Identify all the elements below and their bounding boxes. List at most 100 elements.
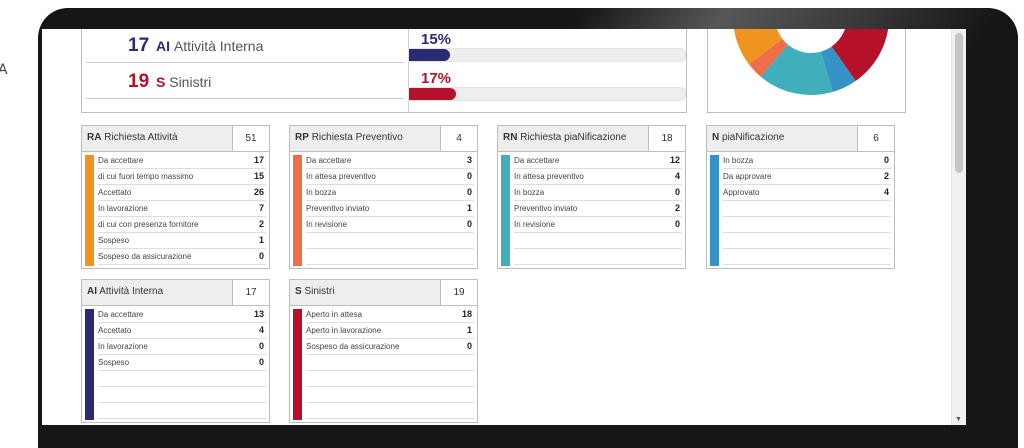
summary-label: AI Attività Interna — [156, 38, 263, 54]
status-label: Aperto in lavorazione — [306, 326, 382, 335]
panel-header[interactable]: S Sinistri 19 — [290, 280, 477, 306]
status-row[interactable] — [98, 403, 266, 419]
status-row[interactable] — [306, 249, 474, 265]
status-row[interactable]: Da accettare 13 — [98, 307, 266, 323]
status-count: 3 — [466, 155, 472, 165]
status-label: Da approvare — [723, 172, 772, 181]
status-row[interactable]: Sospeso 0 — [98, 355, 266, 371]
status-row[interactable] — [723, 201, 891, 217]
summary-divider — [408, 29, 409, 112]
status-label: Approvato — [723, 188, 760, 197]
panel-title-text: piaNificazione — [722, 132, 785, 143]
status-row[interactable] — [306, 233, 474, 249]
panel-code: S — [295, 286, 302, 297]
status-row[interactable] — [306, 403, 474, 419]
panel-rows: Da accettare 17 di cui fuori tempo massim… — [98, 153, 266, 265]
status-row[interactable]: Sospeso da assicurazione 0 — [306, 339, 474, 355]
status-row[interactable] — [306, 371, 474, 387]
panel-title: RN Richiesta piaNificazione — [503, 132, 626, 143]
scroll-down-arrow-icon[interactable]: ▼ — [955, 416, 962, 423]
status-count: 1 — [466, 325, 472, 335]
status-row[interactable] — [98, 387, 266, 403]
summary-code: S — [156, 74, 166, 90]
status-row[interactable]: In attesa preventivo 4 — [514, 169, 682, 185]
status-label: Da accettare — [98, 156, 144, 165]
status-row[interactable]: In lavorazione 7 — [98, 201, 266, 217]
status-row[interactable]: In bozza 0 — [514, 185, 682, 201]
status-row[interactable]: Aperto in attesa 18 — [306, 307, 474, 323]
status-row[interactable]: Accettato 4 — [98, 323, 266, 339]
status-row[interactable] — [98, 371, 266, 387]
status-row[interactable] — [723, 249, 891, 265]
status-row[interactable]: In bozza 0 — [723, 153, 891, 169]
panel-rows: In bozza 0 Da approvare 2 Approvato 4 — [723, 153, 891, 265]
donut-slice-rp[interactable] — [748, 38, 788, 77]
panel-title: RP Richiesta Preventivo — [295, 132, 403, 143]
status-row[interactable]: Da accettare 17 — [98, 153, 266, 169]
status-row[interactable]: In bozza 0 — [306, 185, 474, 201]
status-row[interactable]: Approvato 4 — [723, 185, 891, 201]
status-label: Da accettare — [306, 156, 352, 165]
panel-title-text: Sinistri — [304, 286, 335, 297]
donut-slice-s[interactable] — [831, 29, 889, 81]
panel-color-bar — [293, 309, 302, 420]
status-count: 18 — [461, 309, 472, 319]
donut-slice-n[interactable] — [821, 46, 856, 92]
status-row[interactable]: Sospeso 1 — [98, 233, 266, 249]
status-row[interactable]: Sospeso da assicurazione 0 — [98, 249, 266, 265]
status-count: 0 — [258, 251, 264, 261]
status-row[interactable]: Da accettare 3 — [306, 153, 474, 169]
status-row[interactable]: Da approvare 2 — [723, 169, 891, 185]
status-row[interactable] — [514, 249, 682, 265]
status-row[interactable]: Accettato 26 — [98, 185, 266, 201]
panel-title: AI Attività Interna — [87, 286, 163, 297]
panel-color-bar — [501, 155, 510, 266]
panel-rows: Da accettare 3 In attesa preventivo 0 In b… — [306, 153, 474, 265]
summary-name: Sinistri — [169, 74, 212, 90]
status-label: Da accettare — [514, 156, 560, 165]
panel-title-text: Attività Interna — [99, 286, 164, 297]
status-row[interactable]: In attesa preventivo 0 — [306, 169, 474, 185]
panel-rows: Aperto in attesa 18 Aperto in lavorazione… — [306, 307, 474, 419]
status-row[interactable]: In revisione 0 — [514, 217, 682, 233]
panel-title: S Sinistri — [295, 286, 334, 297]
status-row[interactable]: Preventivo inviato 2 — [514, 201, 682, 217]
panel-header[interactable]: RA Richiesta Attività 51 — [82, 126, 269, 152]
status-label: Preventivo inviato — [514, 204, 578, 213]
status-row[interactable] — [514, 233, 682, 249]
status-row[interactable] — [306, 387, 474, 403]
status-row[interactable] — [306, 355, 474, 371]
panel-header[interactable]: RN Richiesta piaNificazione 18 — [498, 126, 685, 152]
status-row[interactable] — [723, 217, 891, 233]
summary-count: 17 — [128, 35, 150, 56]
panel-header[interactable]: RP Richiesta Preventivo 4 — [290, 126, 477, 152]
summary-row-ai[interactable]: 17 AI Attività Interna — [86, 29, 404, 63]
panel-header[interactable]: N piaNificazione 6 — [707, 126, 894, 152]
status-count: 0 — [674, 187, 680, 197]
panel-total: 18 — [648, 126, 685, 151]
donut-slice-rn[interactable] — [760, 44, 833, 96]
scrollbar-thumb[interactable] — [955, 33, 963, 173]
status-row[interactable]: Preventivo inviato 1 — [306, 201, 474, 217]
status-row[interactable]: Da accettare 12 — [514, 153, 682, 169]
page-edge-letter: A — [0, 62, 8, 78]
status-count: 2 — [674, 203, 680, 213]
donut-slice-ra[interactable] — [733, 29, 853, 65]
status-row[interactable]: In lavorazione 0 — [98, 339, 266, 355]
status-label: Sospeso — [98, 236, 130, 245]
vertical-scrollbar[interactable]: ▼ — [951, 29, 966, 425]
summary-row-s[interactable]: 19 S Sinistri — [86, 64, 404, 99]
status-row[interactable]: Aperto in lavorazione 1 — [306, 323, 474, 339]
status-row[interactable]: di cui fuori tempo massimo 15 — [98, 169, 266, 185]
panel-header[interactable]: AI Attività Interna 17 — [82, 280, 269, 306]
panel-code: RA — [87, 132, 102, 143]
status-label: Da accettare — [98, 310, 144, 319]
status-row[interactable] — [723, 233, 891, 249]
status-row[interactable]: In revisione 0 — [306, 217, 474, 233]
status-count: 0 — [466, 187, 472, 197]
panel-code: RN — [503, 132, 518, 143]
status-row[interactable]: di cui con presenza fornitore 2 — [98, 217, 266, 233]
panel-title-text: Richiesta piaNificazione — [520, 132, 627, 143]
status-count: 0 — [674, 219, 680, 229]
summary-progress-track — [408, 48, 686, 62]
